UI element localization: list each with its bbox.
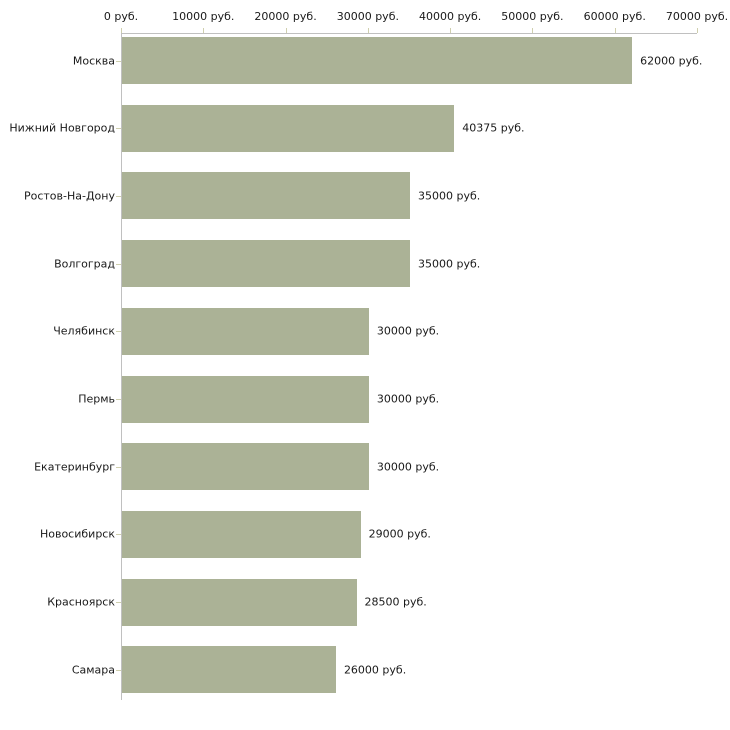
x-axis-tick-label: 10000 руб. (172, 10, 235, 23)
bar (122, 172, 410, 220)
x-axis-tick-label: 30000 руб. (336, 10, 399, 23)
bar-value-label: 62000 руб. (640, 54, 703, 67)
x-axis-tick-mark (697, 28, 698, 33)
x-axis-tick-mark (532, 28, 534, 33)
category-label: Самара (71, 663, 115, 677)
bar-value-label: 35000 руб. (418, 189, 481, 203)
bar (122, 443, 369, 491)
plot-area: Москва 62000 руб. Нижний Новгород 40375 … (9, 33, 702, 700)
x-axis-tick-label: 70000 руб. (665, 10, 729, 23)
x-axis-tick-mark (450, 28, 452, 33)
x-axis-tick-label: 40000 руб. (419, 10, 482, 23)
category-tick-mark (116, 670, 121, 671)
category-label: Пермь (78, 392, 115, 406)
category-label: Новосибирск (39, 527, 115, 541)
x-axis-tick-mark (614, 28, 616, 33)
category-tick-mark (116, 602, 121, 603)
category-tick-mark (116, 264, 121, 265)
x-axis-tick-label: 50000 руб. (501, 10, 564, 23)
x-axis-tick-label: 0 руб. (103, 10, 139, 23)
category-label: Красноярск (47, 595, 115, 609)
category-label: Москва (72, 54, 115, 67)
x-axis-tick-mark (203, 28, 205, 33)
category-label: Ростов-На-Дону (23, 189, 115, 203)
bar-value-label: 29000 руб. (368, 527, 431, 541)
bar-value-label: 35000 руб. (418, 257, 481, 271)
bar (122, 646, 336, 694)
bar (122, 307, 369, 355)
category-tick-mark (116, 196, 121, 197)
bar (122, 510, 361, 558)
category-tick-mark (116, 399, 121, 400)
bar (122, 578, 357, 626)
category-tick-mark (116, 467, 121, 468)
x-axis-tick-label: 20000 руб. (254, 10, 317, 23)
bar-value-label: 28500 руб. (364, 595, 427, 609)
bar (122, 104, 455, 152)
x-axis-tick-mark (285, 28, 287, 33)
category-label: Екатеринбург (34, 460, 115, 474)
bar-value-label: 30000 руб. (376, 460, 440, 474)
bar-value-label: 30000 руб. (376, 324, 440, 338)
bar (122, 375, 369, 423)
category-label: Волгоград (54, 257, 115, 271)
x-axis-tick-label: 60000 руб. (583, 10, 646, 23)
category-label: Челябинск (53, 324, 115, 338)
category-tick-mark (116, 331, 121, 332)
bar-value-label: 40375 руб. (462, 121, 525, 135)
category-label: Нижний Новгород (9, 121, 115, 135)
category-tick-mark (116, 534, 121, 535)
bar (122, 37, 633, 84)
bar (122, 240, 410, 288)
x-axis-tick-mark (121, 28, 122, 33)
x-axis-tick-mark (367, 28, 369, 33)
category-tick-mark (116, 128, 121, 129)
category-tick-mark (116, 61, 121, 62)
bar-value-label: 30000 руб. (376, 392, 440, 406)
bar-value-label: 26000 руб. (343, 663, 407, 677)
